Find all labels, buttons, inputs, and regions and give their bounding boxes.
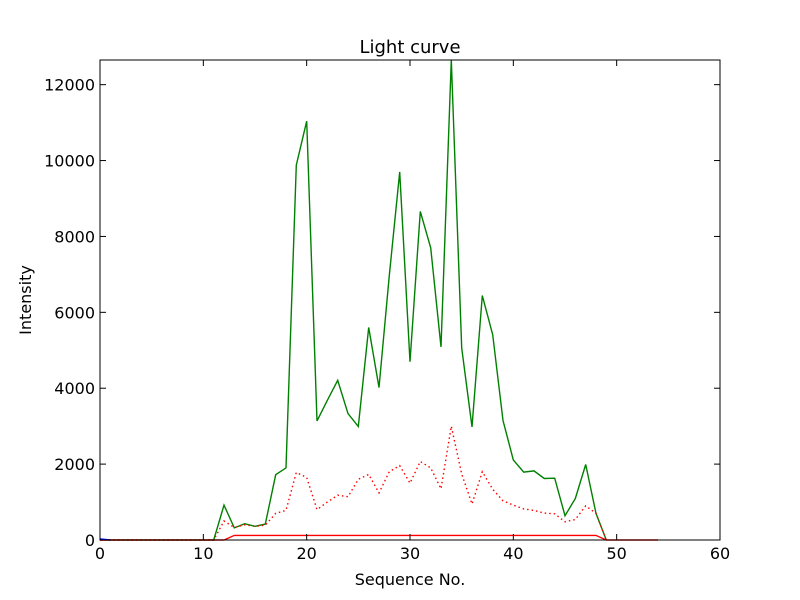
x-tick-label: 20 (296, 544, 316, 563)
y-tick-label: 4000 (54, 379, 95, 398)
y-tick-label: 6000 (54, 303, 95, 322)
x-tick-label: 50 (606, 544, 626, 563)
plot-frame (99, 59, 721, 541)
y-tick-label: 8000 (54, 227, 95, 246)
x-tick-label: 10 (193, 544, 213, 563)
chart-title: Light curve (359, 37, 460, 58)
series-line-0 (100, 59, 607, 541)
y-tick-label: 2000 (54, 455, 95, 474)
x-axis-label: Sequence No. (355, 570, 466, 589)
y-axis-label: Intensity (16, 265, 35, 335)
x-tick-label: 60 (710, 544, 730, 563)
y-tick-label: 10000 (44, 152, 95, 171)
series-line-1 (100, 426, 607, 541)
series-line-2 (100, 534, 658, 541)
y-tick-label: 0 (85, 531, 95, 550)
x-tick-label: 30 (400, 544, 420, 563)
y-tick-label: 12000 (44, 76, 95, 95)
x-tick-label: 0 (95, 544, 105, 563)
tick-layer: 0 10 20 30 40 50 60 0 2000 4000 6000 8000 10000 12000 (44, 60, 730, 563)
series-layer (99, 59, 658, 541)
x-tick-label: 40 (503, 544, 523, 563)
